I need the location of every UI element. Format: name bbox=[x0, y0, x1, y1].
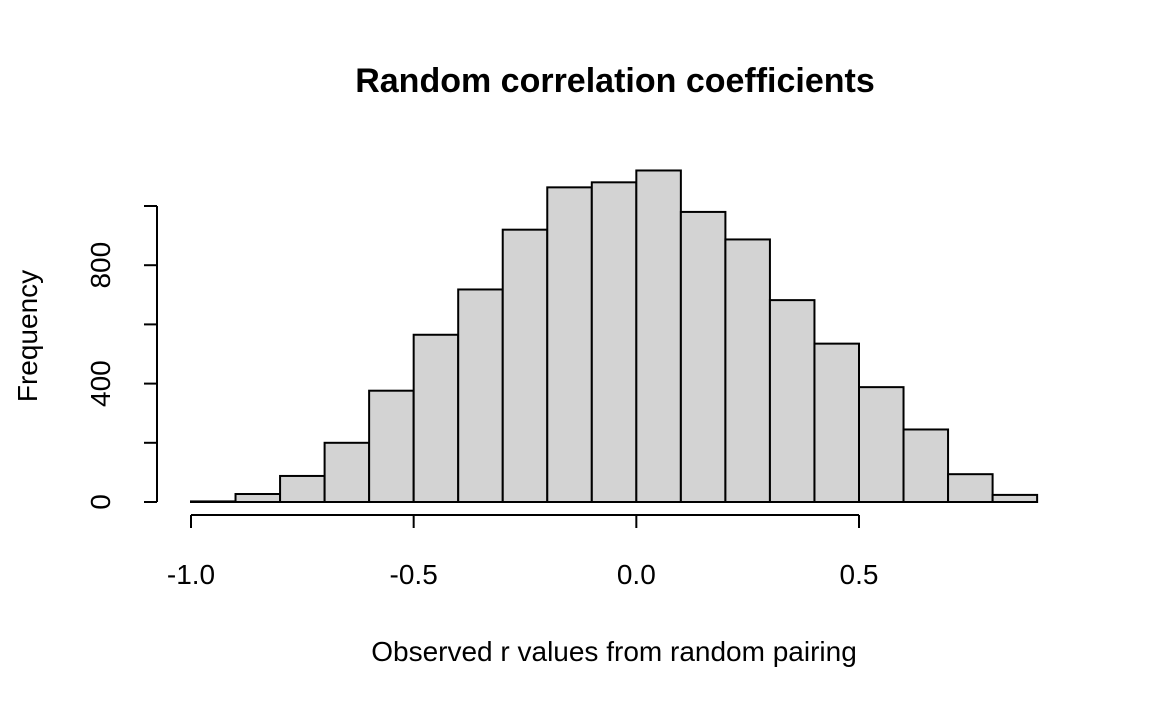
histogram-bar bbox=[724, 238, 771, 503]
histogram-bar bbox=[457, 288, 504, 503]
y-tick-label: 400 bbox=[85, 360, 116, 407]
y-axis: 0 400 800 bbox=[85, 205, 158, 510]
histogram-bar bbox=[323, 441, 371, 503]
y-tick-label: 0 bbox=[85, 494, 116, 510]
histogram-bars bbox=[190, 169, 1039, 504]
x-axis-label: Observed r values from random pairing bbox=[371, 636, 857, 667]
x-tick-label: -1.0 bbox=[167, 559, 215, 590]
histogram-bar bbox=[546, 186, 593, 503]
histogram-bar bbox=[813, 342, 860, 504]
histogram-bar bbox=[991, 493, 1039, 503]
histogram-bar bbox=[412, 333, 460, 504]
y-axis-label: Frequency bbox=[12, 270, 43, 402]
histogram-bar bbox=[947, 473, 994, 503]
x-tick-label: 0.0 bbox=[617, 559, 656, 590]
histogram-bar bbox=[279, 474, 326, 504]
x-axis: -1.0 -0.5 0.0 0.5 bbox=[167, 514, 879, 590]
histogram-bar bbox=[902, 428, 950, 504]
x-tick-label: 0.5 bbox=[840, 559, 879, 590]
histogram-bar bbox=[190, 500, 237, 504]
histogram-bar bbox=[590, 181, 638, 503]
histogram-bar bbox=[234, 493, 282, 504]
histogram-bar bbox=[501, 228, 549, 503]
histogram-bar bbox=[768, 299, 816, 503]
histogram-bar bbox=[635, 169, 682, 503]
x-tick-label: -0.5 bbox=[390, 559, 438, 590]
histogram-bar bbox=[679, 210, 727, 503]
histogram-bar bbox=[368, 389, 415, 504]
y-tick-label: 800 bbox=[85, 242, 116, 289]
histogram-bar bbox=[858, 386, 905, 503]
chart-title: Random correlation coefficients bbox=[355, 62, 875, 100]
